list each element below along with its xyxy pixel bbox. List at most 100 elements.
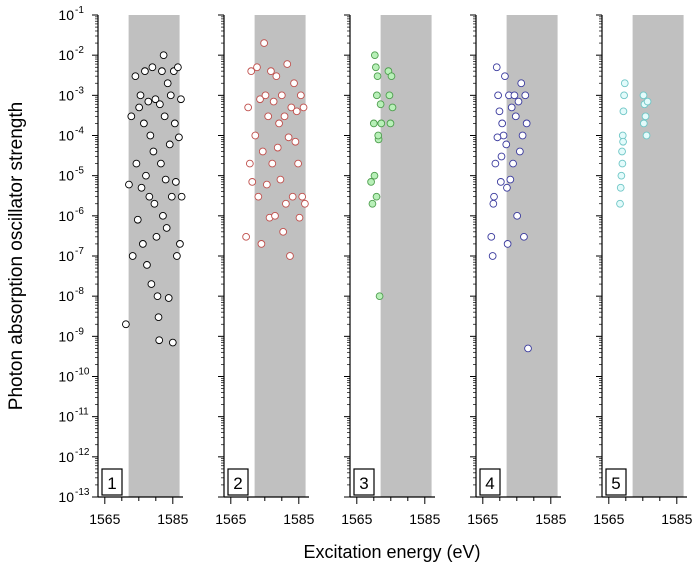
data-point bbox=[168, 338, 177, 347]
y-tick-exponent: -6 bbox=[75, 206, 84, 217]
data-point bbox=[292, 107, 301, 116]
x-tick-label: 1585 bbox=[535, 511, 566, 527]
data-point bbox=[261, 91, 270, 100]
data-point bbox=[620, 79, 629, 88]
data-point bbox=[260, 39, 268, 47]
data-point bbox=[495, 107, 504, 116]
data-point bbox=[177, 192, 186, 201]
data-point bbox=[143, 261, 151, 269]
y-tick-exponent: -9 bbox=[75, 326, 84, 337]
y-tick-exponent: -11 bbox=[75, 407, 89, 418]
data-point bbox=[273, 143, 282, 152]
data-point bbox=[125, 180, 133, 189]
y-tick-label: 10 bbox=[58, 87, 74, 103]
data-point bbox=[639, 119, 648, 128]
data-point bbox=[501, 72, 509, 81]
y-tick-exponent: -13 bbox=[75, 487, 90, 498]
panel-1: 1565 1585 1 bbox=[89, 14, 189, 527]
data-point bbox=[127, 112, 136, 121]
data-point bbox=[503, 183, 511, 192]
y-tick-exponent: -2 bbox=[75, 45, 84, 56]
data-point bbox=[498, 119, 507, 128]
x-tick-label: 1565 bbox=[89, 511, 120, 527]
data-point bbox=[142, 171, 150, 180]
x-tick-label: 1565 bbox=[467, 511, 498, 527]
data-point bbox=[522, 119, 531, 128]
data-point bbox=[619, 107, 628, 116]
x-tick-label: 1565 bbox=[215, 511, 246, 527]
data-point bbox=[375, 292, 384, 301]
data-point bbox=[140, 119, 148, 128]
data-point bbox=[299, 103, 308, 112]
data-point bbox=[268, 159, 277, 168]
data-point bbox=[620, 91, 628, 100]
data-point bbox=[153, 292, 162, 301]
data-point bbox=[262, 180, 271, 189]
data-point bbox=[147, 280, 156, 288]
data-point bbox=[369, 119, 378, 128]
data-point bbox=[251, 131, 260, 140]
data-point bbox=[253, 63, 261, 72]
data-point bbox=[287, 103, 296, 112]
data-point bbox=[492, 63, 501, 72]
data-point bbox=[510, 91, 519, 100]
panel-number-box bbox=[227, 468, 249, 496]
data-point bbox=[491, 159, 500, 168]
y-tick-label: 10 bbox=[58, 128, 74, 144]
data-point bbox=[301, 199, 309, 208]
data-point bbox=[148, 63, 157, 72]
x-tick-label: 1585 bbox=[283, 511, 314, 527]
data-point bbox=[156, 100, 164, 109]
data-point bbox=[277, 91, 286, 100]
data-point bbox=[618, 147, 626, 156]
data-point bbox=[157, 159, 165, 168]
data-point bbox=[370, 171, 379, 180]
data-point bbox=[521, 91, 530, 100]
y-tick-exponent: -1 bbox=[75, 5, 84, 16]
data-point bbox=[517, 79, 526, 88]
data-point bbox=[175, 133, 183, 142]
data-point bbox=[242, 232, 250, 241]
y-tick-exponent: -4 bbox=[75, 126, 84, 137]
data-point bbox=[290, 79, 298, 88]
data-point bbox=[388, 103, 397, 112]
data-point bbox=[641, 112, 650, 121]
y-tick-label: 10 bbox=[58, 369, 74, 385]
data-point bbox=[132, 159, 141, 168]
data-point bbox=[139, 240, 147, 248]
data-point bbox=[387, 72, 396, 81]
data-point bbox=[374, 131, 383, 140]
data-point bbox=[488, 252, 497, 260]
data-point bbox=[133, 215, 142, 224]
panel-3: 1565 1585 3 bbox=[341, 14, 441, 527]
data-point bbox=[164, 294, 173, 302]
data-point bbox=[173, 252, 181, 260]
data-point bbox=[618, 159, 627, 168]
data-point bbox=[144, 97, 153, 106]
data-point bbox=[122, 320, 130, 329]
y-tick-label: 10 bbox=[58, 168, 74, 184]
data-point bbox=[642, 131, 651, 140]
data-point bbox=[269, 97, 278, 106]
y-tick-label: 10 bbox=[58, 409, 74, 425]
data-point bbox=[616, 199, 624, 208]
data-point bbox=[489, 199, 498, 208]
data-point bbox=[372, 192, 381, 201]
data-point bbox=[618, 131, 627, 140]
data-point bbox=[524, 344, 532, 353]
y-tick-label: 10 bbox=[58, 328, 74, 344]
shaded-band bbox=[380, 15, 432, 497]
data-point bbox=[368, 199, 377, 208]
data-point bbox=[257, 240, 266, 248]
panel-number: 3 bbox=[359, 474, 368, 493]
data-point bbox=[502, 140, 511, 149]
y-tick-exponent: -7 bbox=[75, 246, 84, 257]
data-point bbox=[514, 97, 523, 106]
data-point bbox=[177, 95, 185, 104]
data-point bbox=[291, 137, 300, 146]
data-point bbox=[258, 147, 267, 156]
data-point bbox=[373, 91, 381, 100]
data-point bbox=[161, 175, 170, 184]
data-point bbox=[159, 51, 168, 60]
